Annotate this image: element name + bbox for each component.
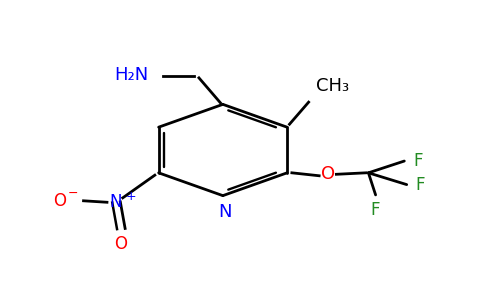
Text: N: N: [109, 193, 122, 211]
Text: −: −: [67, 187, 78, 200]
Text: H₂N: H₂N: [114, 66, 149, 84]
Text: CH₃: CH₃: [316, 77, 349, 95]
Text: N: N: [218, 203, 232, 221]
Text: O: O: [114, 235, 127, 253]
Text: F: F: [413, 152, 423, 170]
Text: O: O: [53, 192, 66, 210]
Text: O: O: [321, 165, 335, 183]
Text: +: +: [126, 190, 136, 203]
Text: F: F: [371, 201, 380, 219]
Text: F: F: [415, 176, 425, 194]
